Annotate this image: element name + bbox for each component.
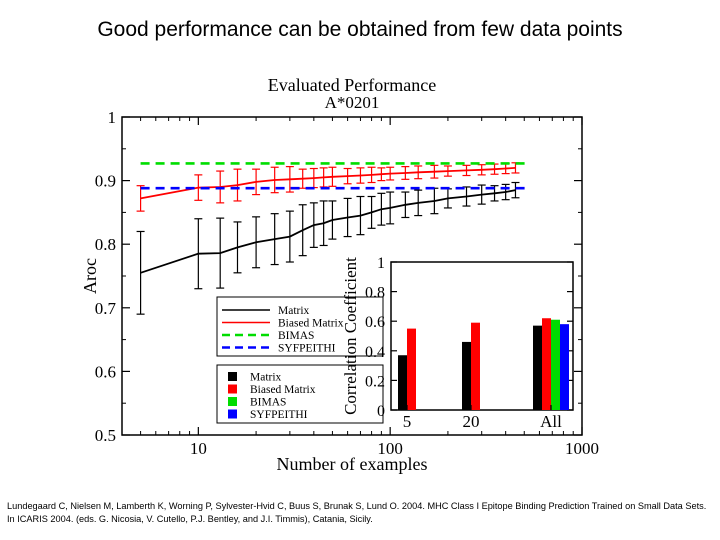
bar-legend-swatch [228,397,237,406]
bar-matrix-20 [462,341,471,410]
inset-category-label: All [540,412,562,431]
y-tick-label: 0.7 [95,299,117,318]
matrix-error-bar [343,197,352,238]
matrix-error-bar [477,184,486,205]
inset-y-tick-label: 0 [377,403,385,420]
biased-matrix-error-bar [285,166,294,193]
biased-matrix-error-bar [136,185,145,212]
matrix-error-bar [319,200,328,247]
slide-title: Good performance can be obtained from fe… [97,18,623,41]
biased-matrix-error-bar [386,166,395,181]
biased-matrix-error-bar [377,167,386,182]
biased-matrix-error-bar [356,167,365,184]
biased-matrix-error-bar [233,168,242,202]
matrix-error-bar [377,192,386,226]
bar-legend-box [216,364,384,424]
matrix-error-bar [511,181,520,199]
bar-legend-swatch [228,409,237,419]
citation-text: Lundegaard C, Nielsen M, Lamberth K, Wor… [7,501,707,524]
matrix-error-bar [309,202,318,248]
bar-syfpeithi-all [560,324,569,410]
biased-matrix-error-bar [270,166,279,194]
inset-plot-frame [390,261,574,411]
bar-legend-label: Matrix [250,372,282,384]
line-legend-label: Matrix [278,305,310,317]
biased-matrix-error-bar [252,168,261,196]
bar-biased-matrix-all [542,318,551,410]
y-tick-label: 1 [108,108,117,127]
bar-bimas-all [551,319,560,410]
biased-matrix-error-bar [298,168,307,189]
biased-matrix-error-bar [328,166,337,187]
x-axis-label: Number of examples [277,454,428,474]
bar-matrix-5 [398,355,407,410]
matrix-error-bar [401,191,410,219]
matrix-error-bar [233,221,242,274]
biased-matrix-error-bar [462,164,471,177]
matrix-line [140,189,516,274]
bar-legend-swatch [228,372,237,381]
x-tick-label: 100 [377,439,403,458]
matrix-error-bar [414,189,423,217]
matrix-error-bar [136,230,145,315]
inset-y-tick-label: 0.2 [365,373,385,390]
biased-matrix-error-bar [443,165,452,177]
y-tick-label: 0.8 [95,235,116,254]
bar-legend-label: BIMAS [250,397,286,409]
biased-matrix-error-bar [414,165,423,180]
matrix-error-bar [328,200,337,240]
bar-legend-label: Biased Matrix [250,384,316,396]
inset-y-axis-label: Correlation Coefficient [341,257,360,415]
line-legend-label: SYFPEITHI [278,343,336,355]
inset-y-tick-label: 0.4 [365,344,385,361]
y-axis-label: Aroc [80,258,100,294]
matrix-error-bar [270,213,279,266]
y-tick-label: 0.9 [95,172,116,191]
line-legend-label: Biased Matrix [278,318,344,330]
matrix-error-bar [252,216,261,269]
matrix-error-bar [216,217,225,289]
matrix-error-bar [367,195,376,229]
y-tick-label: 0.6 [95,362,116,381]
bar-legend-label: SYFPEITHI [250,409,308,421]
line-legend-box [216,296,384,357]
biased-matrix-error-bar [194,174,203,201]
bar-biased-matrix-5 [407,328,416,410]
inset-y-tick-label: 0.8 [365,285,385,302]
matrix-error-bar [194,218,203,290]
y-tick-label: 0.5 [95,426,116,445]
biased-matrix-error-bar [430,164,439,179]
biased-matrix-error-bar [401,166,410,180]
x-tick-label: 10 [190,439,207,458]
matrix-error-bar [386,191,395,225]
inset-y-tick-label: 0.6 [365,314,385,331]
biased-matrix-error-bar [367,166,376,184]
line-legend-label: BIMAS [278,330,314,342]
biased-matrix-error-bar [343,167,352,185]
matrix-error-bar [298,204,307,257]
inset-category-label: 5 [403,412,412,431]
bar-biased-matrix-20 [471,322,480,410]
main-chart-subtitle: A*0201 [325,93,380,112]
matrix-error-bar [285,210,294,263]
bar-matrix-all [533,325,542,410]
biased-matrix-line [140,167,516,200]
inset-category-label: 20 [463,412,480,431]
bar-legend-swatch [228,384,237,394]
matrix-error-bar [356,195,365,236]
main-chart-title: Evaluated Performance [268,75,436,95]
x-tick-label: 1000 [565,439,599,458]
inset-y-tick-label: 1 [377,255,385,272]
